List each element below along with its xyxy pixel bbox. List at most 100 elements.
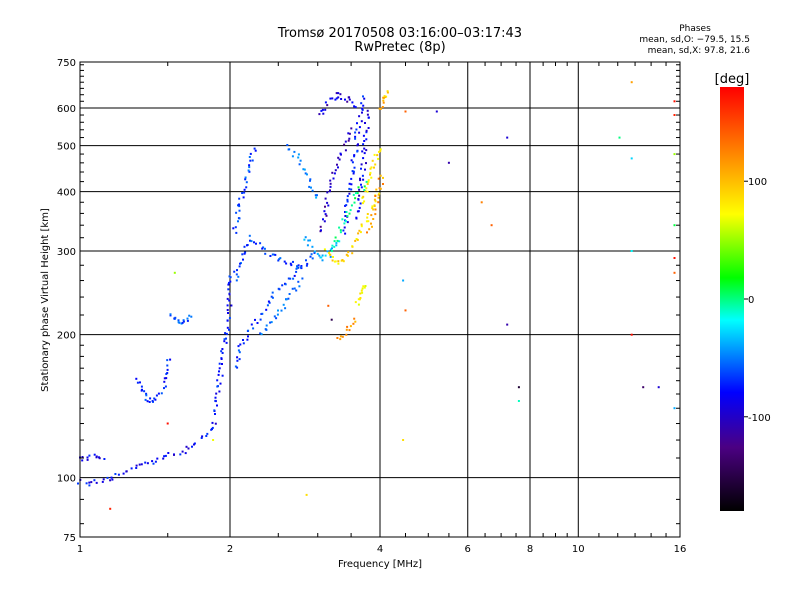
data-point (377, 193, 380, 196)
colorbar-tick-label: 100 (748, 177, 767, 188)
data-point (227, 288, 230, 291)
data-point (216, 404, 218, 407)
data-point (122, 472, 125, 475)
data-point (88, 481, 91, 484)
data-point (318, 254, 321, 257)
data-point (146, 462, 149, 465)
data-point (338, 240, 341, 243)
data-point (332, 177, 335, 180)
data-point (351, 101, 354, 104)
data-point (385, 95, 388, 98)
data-point (365, 138, 368, 141)
data-point (214, 413, 216, 415)
data-point (267, 300, 270, 303)
data-point (135, 467, 138, 469)
data-point (228, 293, 231, 296)
data-point (305, 259, 307, 262)
data-point (377, 201, 380, 204)
data-point (244, 178, 247, 181)
data-point (362, 195, 365, 198)
data-point (279, 257, 282, 260)
data-point (347, 251, 350, 254)
data-point (359, 179, 362, 182)
data-point (348, 187, 351, 190)
data-point (306, 262, 309, 265)
data-point (165, 377, 168, 380)
data-point (243, 245, 246, 248)
data-point (356, 210, 359, 213)
data-point (228, 281, 230, 284)
data-point (365, 180, 368, 183)
data-point (354, 135, 357, 138)
data-point (238, 205, 241, 208)
data-point (630, 81, 633, 84)
data-point (490, 224, 493, 227)
data-point (351, 161, 354, 164)
data-point (372, 218, 375, 220)
data-point (386, 91, 389, 94)
data-point (145, 392, 148, 395)
data-point (362, 104, 365, 107)
data-point (359, 231, 362, 234)
data-point (370, 176, 373, 179)
data-point (221, 374, 224, 377)
data-point (310, 186, 312, 189)
data-point (365, 220, 368, 223)
data-point (285, 298, 288, 301)
data-point (138, 463, 141, 466)
data-point (135, 377, 138, 380)
data-point (274, 253, 277, 256)
data-point (371, 225, 373, 228)
data-point (360, 167, 362, 170)
data-point (404, 309, 407, 312)
data-point (359, 297, 362, 299)
data-point (327, 304, 330, 307)
data-point (328, 190, 331, 193)
data-point (345, 253, 348, 256)
data-point (329, 253, 332, 256)
data-point (383, 95, 386, 98)
data-point (309, 179, 311, 182)
data-point (303, 238, 306, 241)
data-point (324, 254, 327, 257)
data-point (225, 341, 228, 344)
data-point (211, 428, 213, 430)
data-point (386, 90, 389, 93)
data-point (337, 262, 340, 265)
data-point (348, 192, 351, 195)
data-point (95, 481, 98, 484)
data-point (290, 264, 293, 267)
data-point (254, 318, 256, 321)
data-point (370, 214, 373, 217)
data-point (377, 177, 380, 180)
data-point (261, 312, 264, 315)
data-point (329, 97, 332, 100)
data-point (242, 258, 244, 261)
data-point (320, 256, 323, 259)
data-point (335, 92, 338, 95)
x-tick-label: 16 (674, 544, 687, 555)
data-point (358, 188, 361, 191)
data-point (351, 252, 354, 255)
data-point (363, 286, 366, 289)
data-point (337, 260, 340, 263)
data-point (244, 251, 247, 254)
data-point (269, 321, 272, 324)
data-point (323, 210, 326, 213)
data-point (243, 191, 246, 194)
data-point (332, 256, 334, 258)
data-point (226, 297, 229, 300)
data-point (349, 325, 352, 328)
data-point (347, 139, 350, 142)
data-point (178, 321, 181, 324)
data-point (377, 157, 380, 160)
data-point (366, 231, 368, 234)
data-point (228, 275, 231, 278)
data-point (144, 398, 147, 401)
data-point (350, 177, 353, 180)
data-point (329, 185, 332, 188)
data-point (354, 239, 357, 242)
data-point (248, 156, 251, 158)
data-point (336, 163, 338, 166)
data-point (300, 265, 303, 267)
